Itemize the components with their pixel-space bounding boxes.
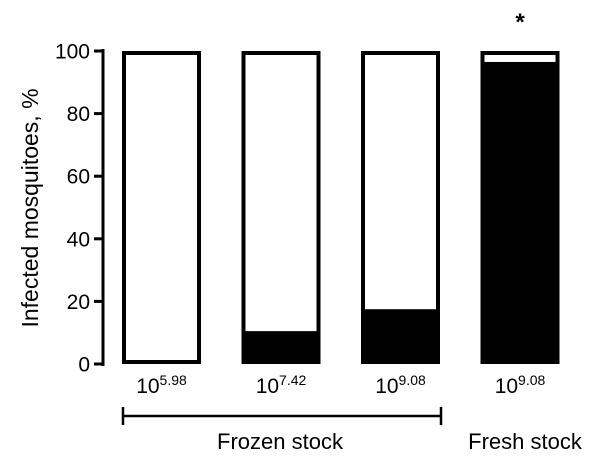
group-label-fresh: Fresh stock <box>468 429 583 454</box>
significance-marker: * <box>515 9 525 36</box>
bar-outline <box>122 51 201 364</box>
y-axis-label: Infected mosquitoes, % <box>17 88 43 327</box>
x-tick-label: 105.98 <box>136 372 187 398</box>
x-axis-labels: 105.98 107.42 109.08 109.08 <box>136 372 545 398</box>
bar-infected <box>480 61 560 365</box>
group-labels: Frozen stock Fresh stock <box>121 407 583 454</box>
bar-group <box>241 51 321 364</box>
bar-group <box>361 51 440 364</box>
y-tick-label: 40 <box>67 228 90 251</box>
y-tick-label: 20 <box>67 291 90 314</box>
bar-infected <box>241 331 321 364</box>
bar-group <box>122 51 201 364</box>
y-axis: 0 20 40 60 80 100 <box>55 41 105 377</box>
bar-infected <box>361 309 440 364</box>
y-tick-label: 80 <box>67 103 90 126</box>
y-tick-label: 60 <box>67 166 90 189</box>
bar-outline <box>241 51 321 364</box>
group-label-frozen: Frozen stock <box>217 429 344 454</box>
bar-group: * <box>480 9 560 365</box>
x-tick-label: 109.08 <box>495 372 546 398</box>
x-tick-label: 109.08 <box>375 372 426 398</box>
y-tick-label: 0 <box>78 354 90 377</box>
y-tick-label: 100 <box>55 41 90 64</box>
x-tick-label: 107.42 <box>256 372 307 398</box>
bars: * <box>122 9 560 365</box>
